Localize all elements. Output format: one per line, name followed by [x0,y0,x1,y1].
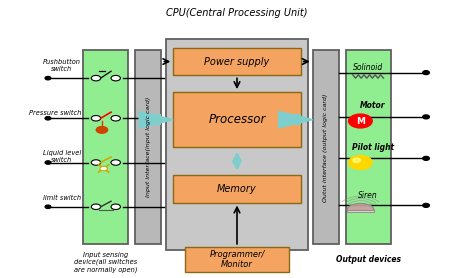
Circle shape [91,75,100,81]
Text: Programmer/
Monitor: Programmer/ Monitor [210,250,264,269]
Text: M: M [356,116,365,126]
Circle shape [348,114,372,128]
Circle shape [91,204,100,210]
Bar [346,51,391,244]
Text: Pressure switch: Pressure switch [28,110,81,116]
Circle shape [91,116,100,121]
Bar [83,51,128,244]
Bar [173,48,301,75]
Text: Solinoid: Solinoid [353,63,383,71]
Circle shape [45,205,51,208]
Text: Outut interface (output logic card): Outut interface (output logic card) [323,93,328,202]
Text: Liquid level
switch: Liquid level switch [43,150,81,163]
Text: Input sensing
device(all switches
are normally open): Input sensing device(all switches are no… [74,252,137,273]
Text: Siren: Siren [358,191,378,200]
Polygon shape [279,111,313,128]
Text: Pilot light: Pilot light [352,143,394,152]
Text: Power supply: Power supply [204,56,270,66]
Text: Output devices: Output devices [336,255,401,264]
Bar [313,51,338,244]
Text: Memory: Memory [217,184,257,194]
Circle shape [96,126,108,133]
Circle shape [91,160,100,165]
Text: Input interface(input logic card): Input interface(input logic card) [146,97,151,197]
Text: Processor: Processor [208,113,266,126]
Circle shape [111,75,120,81]
Circle shape [111,116,120,121]
Circle shape [100,167,108,171]
Polygon shape [139,111,173,128]
Circle shape [111,204,120,210]
Circle shape [348,156,372,169]
Circle shape [111,160,120,165]
Bar [347,210,374,212]
Circle shape [353,158,360,163]
Bar [173,92,301,147]
Text: limit switch: limit switch [43,195,81,202]
Circle shape [45,76,51,80]
Bar [136,51,161,244]
Text: Motor: Motor [360,101,386,110]
Circle shape [45,161,51,164]
Bar [139,114,161,125]
Bar [185,247,289,272]
Text: CPU(Central Processing Unit): CPU(Central Processing Unit) [166,8,308,18]
Bar [279,114,301,125]
Circle shape [423,71,429,75]
Bar [173,175,301,203]
Text: Pushbutton
switch: Pushbutton switch [43,59,81,72]
Circle shape [45,116,51,120]
Circle shape [423,203,429,207]
Bar [166,39,308,250]
Circle shape [423,157,429,160]
Circle shape [423,115,429,119]
